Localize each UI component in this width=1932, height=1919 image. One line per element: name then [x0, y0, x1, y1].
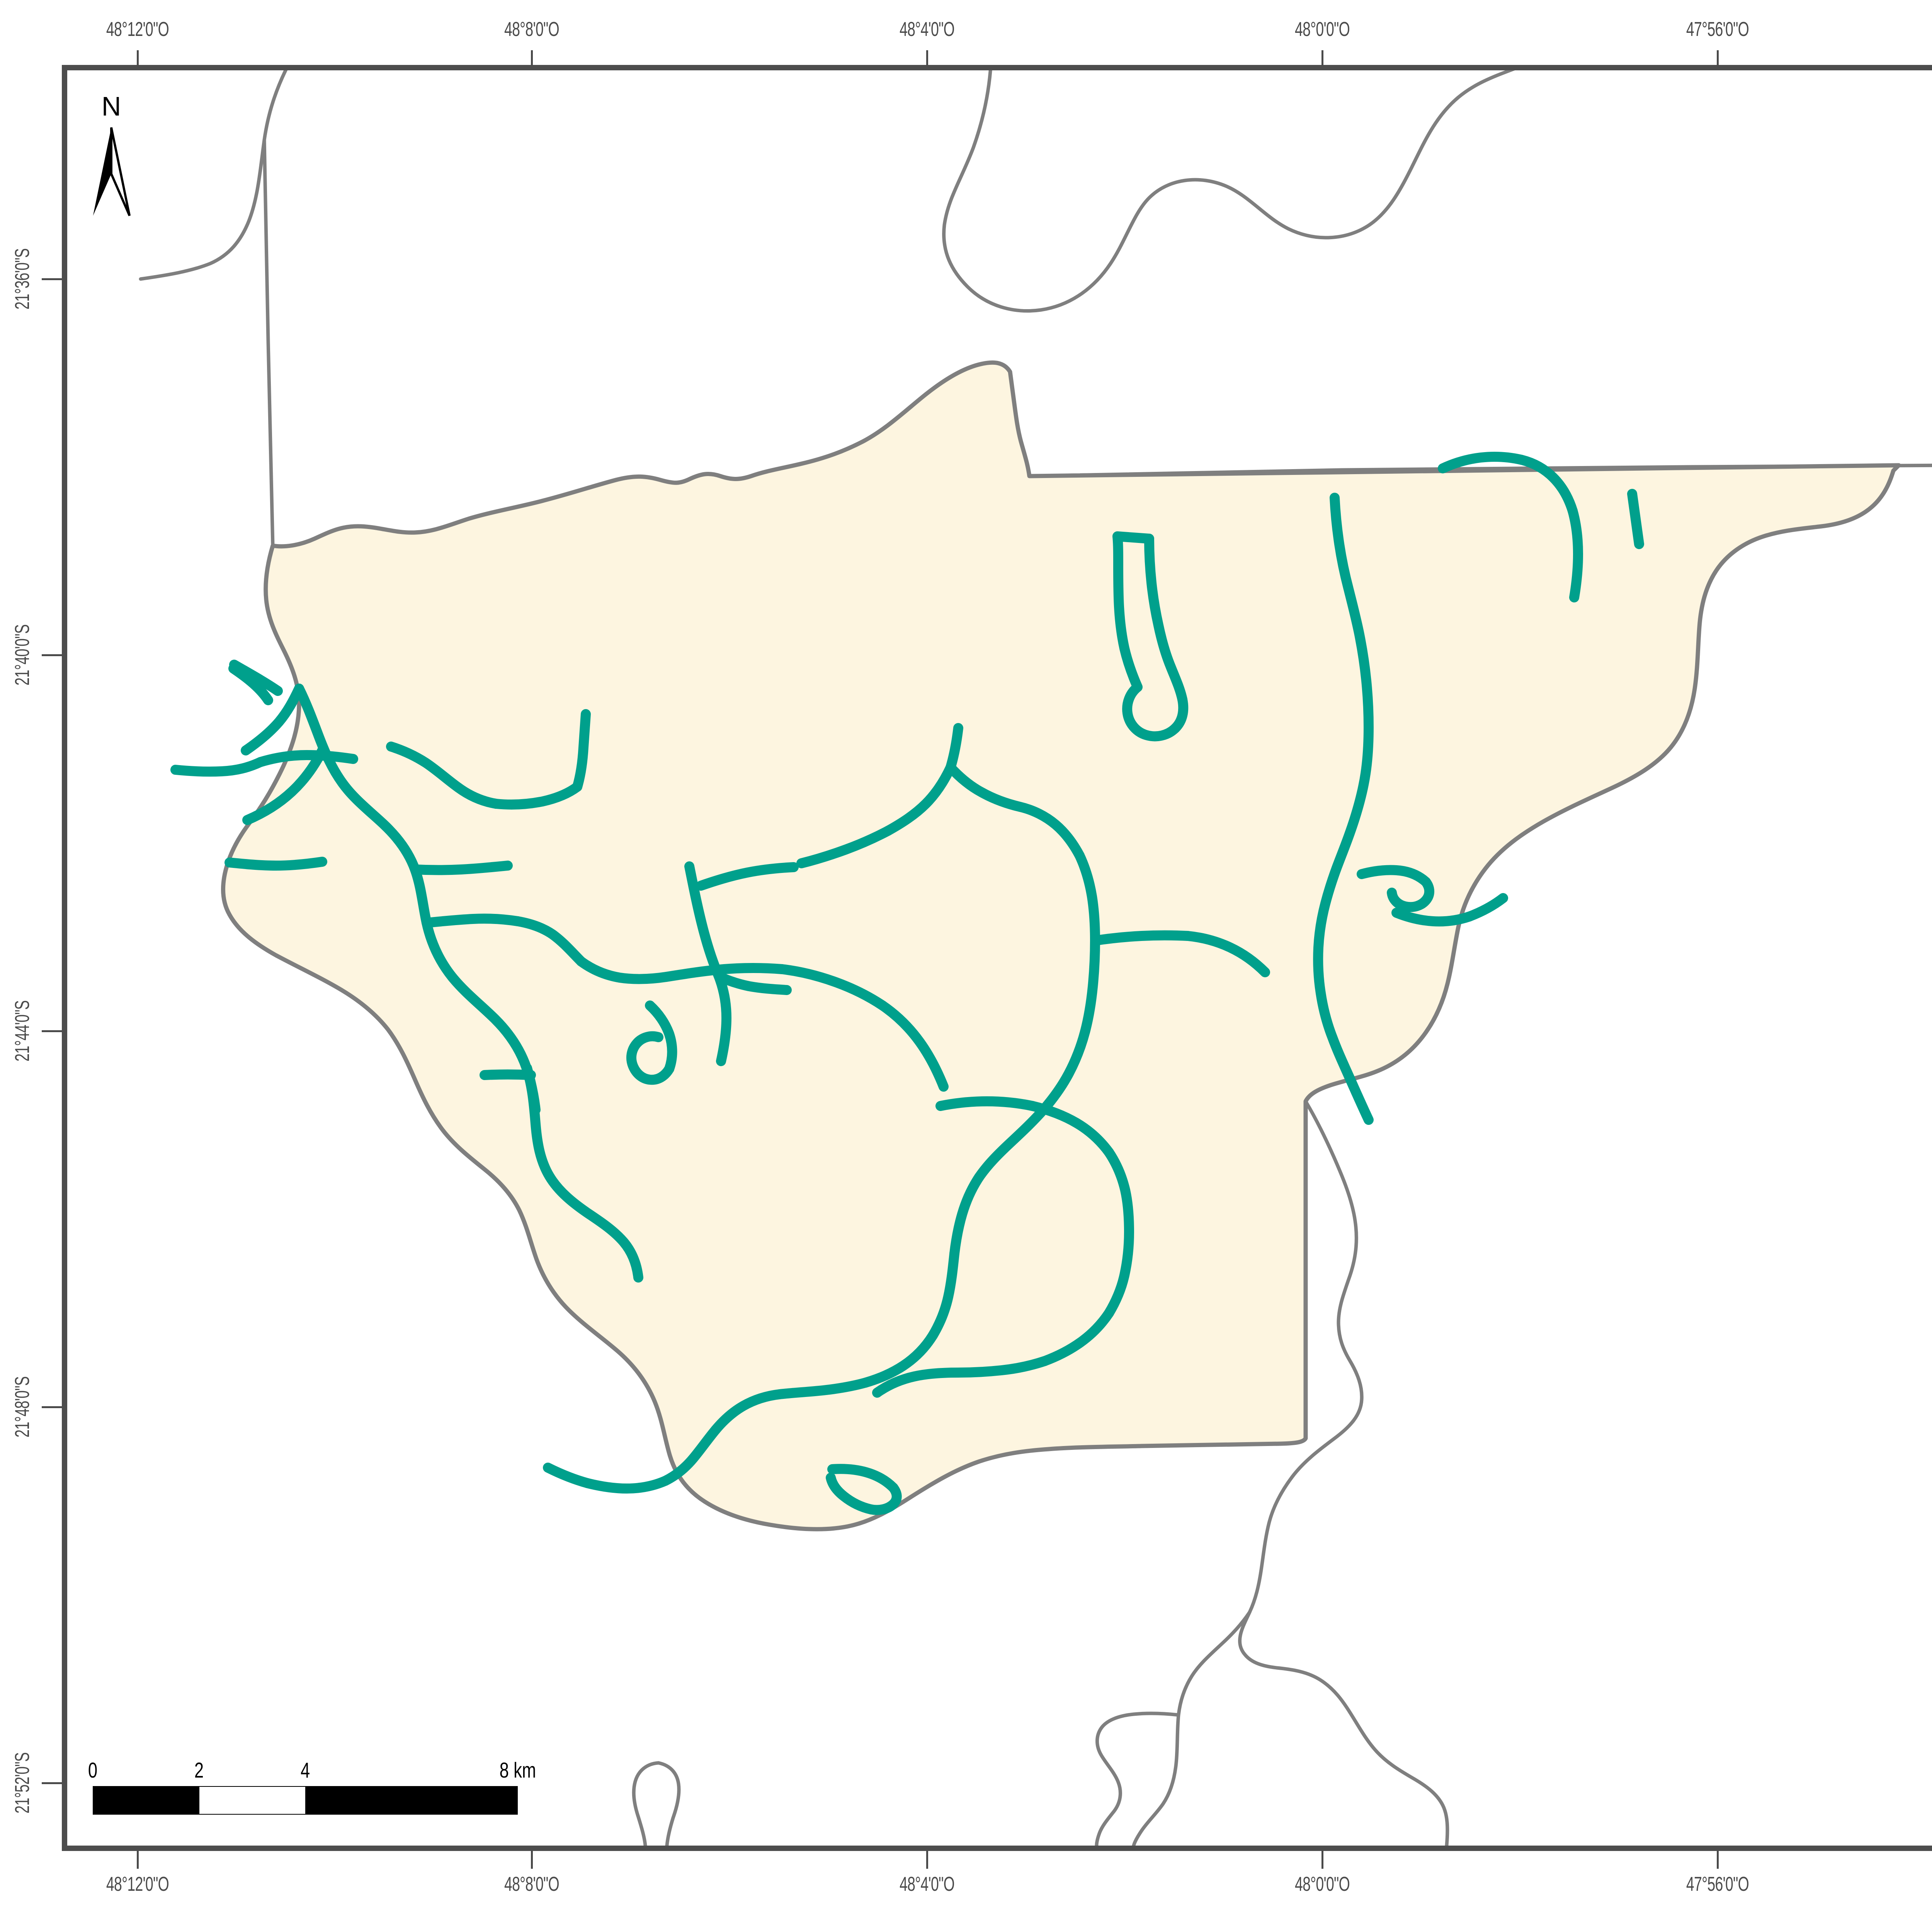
- municipality-polygon: [221, 360, 1901, 1531]
- graticule-tick: [42, 1782, 62, 1784]
- graticule-tick: [42, 278, 62, 280]
- graticule-label-lon-bottom: 47°56'0"O: [1686, 1873, 1749, 1895]
- graticule-label-lon-top: 48°8'0"O: [504, 18, 560, 41]
- graticule-tick: [531, 1851, 533, 1869]
- scale-bar-label: 8 km: [499, 1758, 536, 1782]
- app-corridors: [170, 452, 1644, 1515]
- graticule-tick: [42, 654, 62, 656]
- graticule-label-lon-bottom: 48°4'0"O: [899, 1873, 955, 1895]
- graticule-tick: [1717, 50, 1719, 66]
- map-canvas: [67, 70, 1932, 1846]
- graticule-tick: [1321, 50, 1323, 66]
- graticule-label-lat: 21°44'0"S: [11, 1000, 34, 1062]
- graticule-label-lon-top: 48°0'0"O: [1294, 18, 1350, 41]
- graticule-label-lon-bottom: 48°8'0"O: [504, 1873, 560, 1895]
- scale-bar-track: [93, 1786, 518, 1815]
- scale-bar-label: 4: [300, 1758, 310, 1782]
- graticule-tick: [926, 50, 928, 66]
- graticule-label-lat: 21°40'0"S: [11, 624, 34, 686]
- graticule-label-lon-bottom: 48°12'0"O: [106, 1873, 169, 1895]
- scale-bar-label: 2: [194, 1758, 204, 1782]
- graticule-label-lat: 21°48'0"S: [11, 1376, 34, 1438]
- scale-bar-label: 0: [88, 1758, 98, 1782]
- graticule-label-lon-bottom: 48°0'0"O: [1294, 1873, 1350, 1895]
- north-label: N: [101, 91, 121, 121]
- scale-bar: 0 2 4 8 km: [88, 1757, 536, 1827]
- graticule-label-lon-top: 47°56'0"O: [1686, 18, 1749, 41]
- graticule-tick: [1717, 1851, 1719, 1869]
- graticule-label-lat: 21°52'0"S: [11, 1752, 34, 1814]
- map-frame: [62, 65, 1932, 1851]
- graticule-tick: [42, 1030, 62, 1032]
- north-arrow-icon: N: [88, 93, 134, 220]
- graticule-label-lon-top: 48°12'0"O: [106, 18, 169, 41]
- graticule-tick: [137, 1851, 139, 1869]
- graticule-tick: [926, 1851, 928, 1869]
- graticule-tick: [531, 50, 533, 66]
- graticule-tick: [137, 50, 139, 66]
- graticule-tick: [1321, 1851, 1323, 1869]
- graticule-tick: [42, 1406, 62, 1408]
- graticule-label-lon-top: 48°4'0"O: [899, 18, 955, 41]
- graticule-label-lat: 21°36'0"S: [11, 248, 34, 310]
